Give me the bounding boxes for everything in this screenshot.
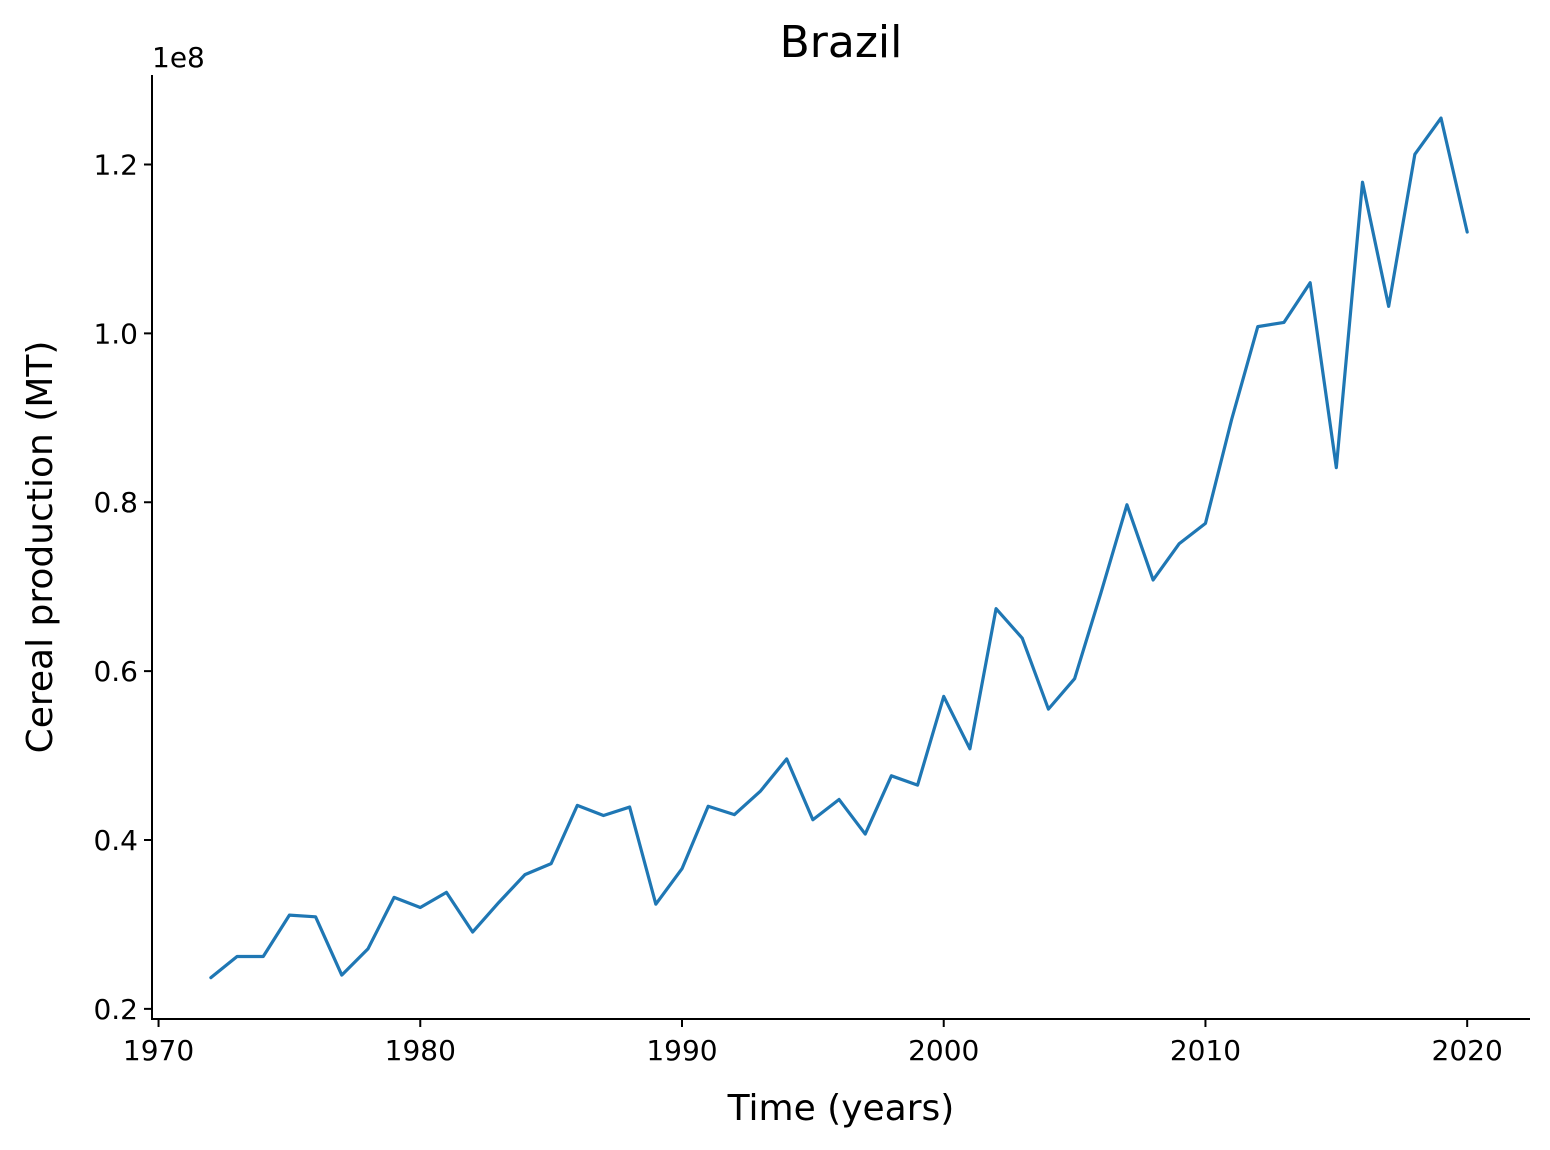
y-tick-label: 0.6 xyxy=(93,655,138,688)
y-tick-label: 1.0 xyxy=(93,317,138,350)
x-tick-label: 1990 xyxy=(646,1034,717,1067)
chart-title: Brazil xyxy=(780,17,903,68)
x-tick-label: 1970 xyxy=(123,1034,194,1067)
y-tick-label: 0.4 xyxy=(93,824,138,857)
y-tick-label: 0.2 xyxy=(93,993,138,1026)
y-axis-label: Cereal production (MT) xyxy=(20,341,61,754)
x-axis-ticks: 1970 1980 1990 2000 2010 2020 xyxy=(123,1019,1503,1067)
y-axis-ticks: 0.2 0.4 0.6 0.8 1.0 1.2 xyxy=(93,149,152,1026)
x-axis-label: Time (years) xyxy=(727,1088,955,1129)
y-axis-offset-label: 1e8 xyxy=(152,41,205,74)
series-line xyxy=(209,116,1469,980)
x-tick-label: 1980 xyxy=(385,1034,456,1067)
y-tick-label: 1.2 xyxy=(93,149,138,182)
y-tick-label: 0.8 xyxy=(93,486,138,519)
x-tick-label: 2000 xyxy=(908,1034,979,1067)
x-tick-label: 2020 xyxy=(1432,1034,1503,1067)
x-tick-label: 2010 xyxy=(1170,1034,1241,1067)
